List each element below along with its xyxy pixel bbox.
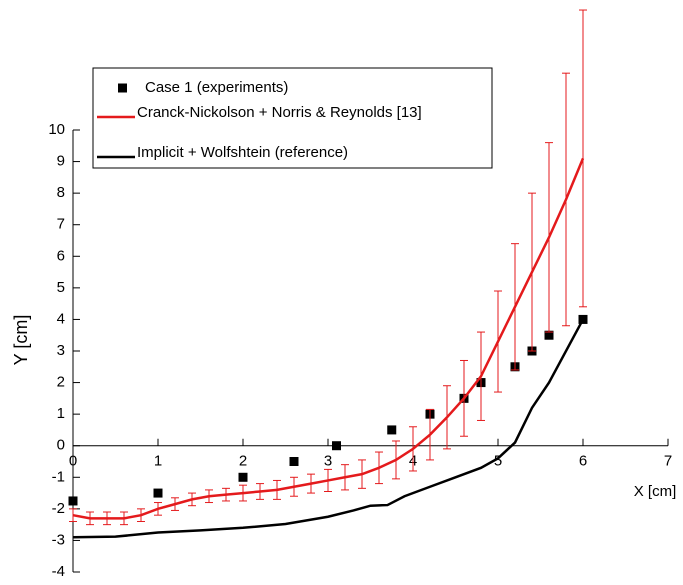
y-tick-label: 10 (48, 121, 65, 138)
legend-label: Implicit + Wolfshtein (reference) (137, 144, 348, 161)
x-tick-label: 0 (69, 453, 77, 470)
y-tick-label: 5 (57, 279, 65, 296)
x-axis-label: X [cm] (634, 483, 677, 500)
y-tick-label: 4 (57, 310, 65, 327)
x-tick-label: 7 (664, 453, 672, 470)
x-tick-label: 2 (239, 453, 247, 470)
data-point (238, 472, 248, 482)
data-point (289, 457, 299, 466)
y-tick-label: -3 (52, 531, 65, 548)
y-tick-label: 6 (57, 247, 65, 264)
data-point (153, 488, 163, 498)
x-tick-label: 1 (154, 453, 162, 470)
legend-marker (118, 83, 127, 93)
y-tick-label: 2 (57, 374, 65, 391)
series-line (72, 318, 585, 539)
legend (92, 67, 493, 169)
y-tick-label: 7 (57, 216, 65, 233)
y-tick-label: 9 (57, 153, 65, 170)
x-tick-label: 3 (324, 453, 332, 470)
data-point (544, 330, 554, 340)
data-point (332, 441, 341, 451)
series-line (72, 157, 585, 520)
y-tick-label: -1 (52, 468, 65, 485)
y-tick-label: -2 (52, 500, 65, 517)
y-tick-label: 3 (57, 342, 65, 359)
legend-label: Cranck-Nickolson + Norris & Reynolds [13… (137, 104, 422, 121)
x-tick-label: 6 (579, 453, 587, 470)
y-tick-label: -4 (52, 563, 65, 580)
data-point (68, 496, 78, 506)
legend-label: Case 1 (experiments) (145, 79, 288, 96)
x-tick-label: 5 (494, 453, 502, 470)
data-point (387, 425, 397, 435)
y-tick-label: 1 (57, 405, 65, 422)
y-axis-label: Y [cm] (11, 315, 31, 366)
y-tick-label: 8 (57, 184, 65, 201)
y-tick-label: 0 (57, 437, 65, 454)
